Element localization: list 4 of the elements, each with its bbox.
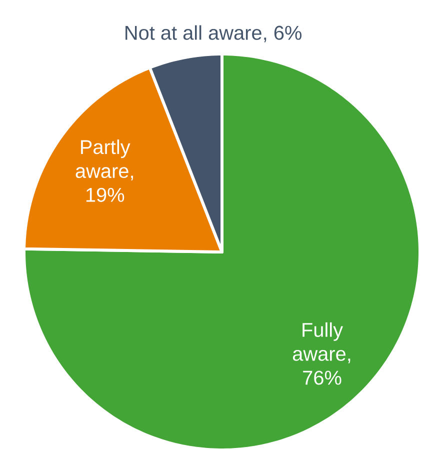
slice-label: Not at all aware: [126, 25, 262, 40]
slice-label: Fully aware: [292, 322, 346, 361]
data-label: , 6%: [264, 26, 302, 42]
slice-label: Partly aware: [76, 140, 130, 178]
